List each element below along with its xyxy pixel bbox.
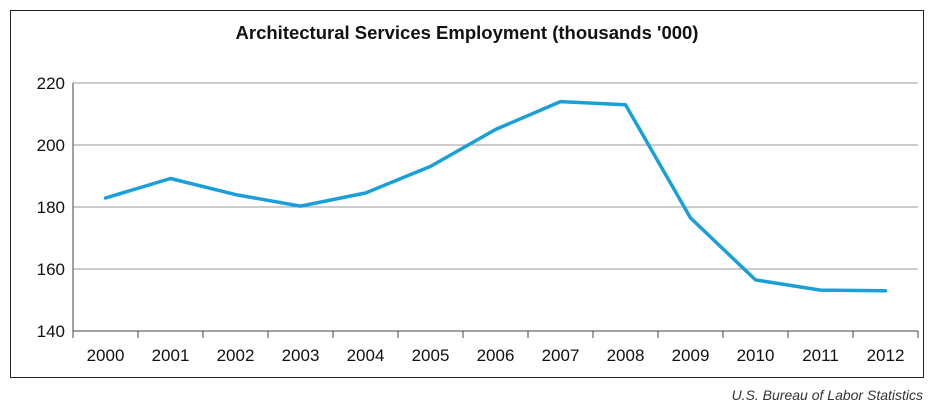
source-note: U.S. Bureau of Labor Statistics	[731, 387, 923, 403]
data-point	[494, 128, 497, 131]
x-tick-label: 2006	[477, 346, 515, 365]
data-point	[559, 100, 562, 103]
data-point	[754, 278, 757, 282]
x-tick-label: 2003	[282, 346, 320, 365]
data-point	[104, 196, 107, 200]
x-tick-label: 2009	[672, 346, 710, 365]
x-tick-label: 2005	[412, 346, 450, 365]
x-tick-label: 2004	[347, 346, 385, 365]
x-tick-label: 2007	[542, 346, 580, 365]
x-tick-label: 2000	[87, 346, 125, 365]
y-tick-label: 220	[37, 74, 65, 93]
x-tick-label: 2008	[607, 346, 645, 365]
data-point	[819, 288, 822, 292]
data-point	[299, 204, 302, 208]
data-point	[364, 191, 367, 195]
data-point	[884, 289, 887, 292]
data-point	[689, 216, 692, 220]
y-tick-label: 160	[37, 260, 65, 279]
x-tick-label: 2012	[867, 346, 905, 365]
x-tick-label: 2001	[152, 346, 190, 365]
chart-frame	[10, 10, 924, 378]
x-tick-label: 2002	[217, 346, 255, 365]
y-tick-label: 200	[37, 136, 65, 155]
x-tick-label: 2011	[802, 346, 839, 365]
y-tick-label: 180	[37, 198, 65, 217]
y-tick-label: 140	[37, 322, 65, 341]
data-point	[429, 165, 432, 168]
data-point	[234, 193, 237, 196]
data-point	[169, 177, 172, 180]
chart-title: Architectural Services Employment (thous…	[235, 22, 699, 43]
x-tick-label: 2010	[737, 346, 775, 365]
data-point	[624, 103, 627, 106]
